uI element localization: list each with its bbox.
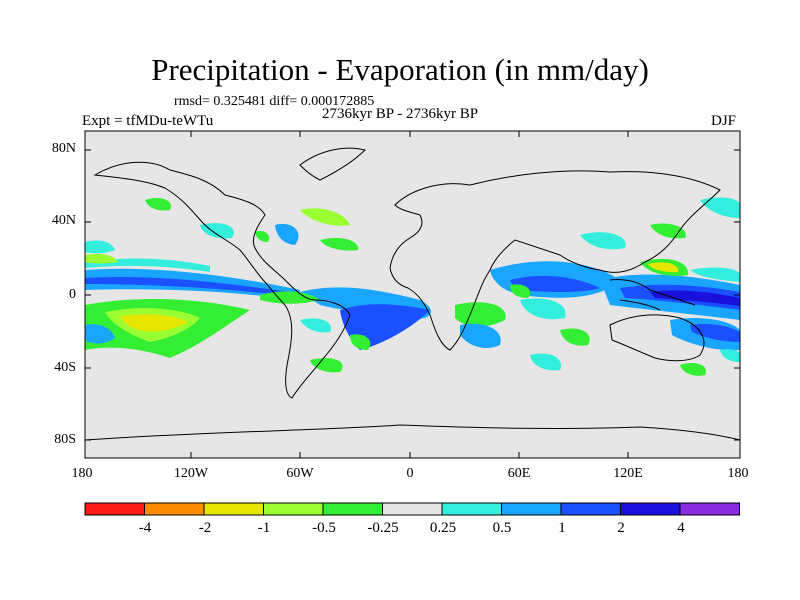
season-label: DJF — [711, 113, 737, 129]
colorbar-label: 4 — [677, 520, 685, 536]
colorbar-label: 0.5 — [492, 520, 512, 536]
afro-eurasia-coastline — [389, 170, 721, 351]
field-south-west-pacific-darkblue — [690, 323, 740, 342]
lat-label-80s: 80S — [54, 432, 76, 447]
field-brazil-cyan — [300, 318, 331, 333]
field-pacific-sw-blue — [85, 324, 115, 344]
field-atlantic-green — [320, 238, 359, 251]
field-north-pacific-green — [145, 198, 171, 211]
field-west-pacific-core — [650, 290, 740, 306]
colorbar-swatch — [560, 502, 621, 516]
field-pacific-north-core — [85, 276, 290, 296]
colorbar-swatch — [144, 502, 205, 516]
lon-label-180w: 180 — [71, 466, 93, 481]
colorbar-label: -4 — [138, 520, 152, 536]
field-madagascar-blue — [460, 323, 501, 349]
anomaly-fields — [85, 197, 740, 376]
field-arabian-sea-green — [510, 284, 531, 298]
colorbar — [84, 502, 740, 516]
field-east-pacific-cyan — [200, 223, 234, 239]
stats-label: rmsd= 0.325481 diff= 0.000172885 — [174, 94, 375, 109]
field-north-west-pacific-cyan — [690, 267, 740, 282]
lat-label-0: 0 — [69, 287, 76, 302]
lat-label-80n: 80N — [51, 141, 76, 156]
field-south-atlantic-green — [350, 334, 371, 350]
colorbar-swatch — [382, 502, 443, 516]
field-pacific-south-yellow — [120, 314, 188, 332]
americas-coastline — [93, 161, 351, 399]
greenland-coastline — [299, 147, 366, 181]
australia-coastline — [609, 314, 705, 362]
colorbar-label: 1 — [558, 520, 566, 536]
field-atlantic-blue — [275, 223, 299, 245]
lon-label-120e: 120E — [613, 466, 643, 481]
coastlines — [84, 147, 741, 441]
field-south-indian-green — [560, 328, 590, 346]
lon-label-180e: 180 — [727, 466, 749, 481]
colorbar-swatch — [84, 502, 145, 516]
colorbar-label: -0.25 — [367, 520, 399, 536]
field-pacific-nw-cyan — [85, 240, 115, 254]
lat-label-40n: 40N — [51, 213, 76, 228]
experiment-label: Expt = tfMDu-teWTu — [82, 113, 214, 129]
colorbar-swatch — [203, 502, 264, 516]
colorbar-label: 2 — [617, 520, 625, 536]
field-indian-core-darkblue — [510, 275, 600, 292]
field-east-asia-cyan — [580, 232, 626, 250]
antarctica-coastline — [84, 424, 741, 441]
field-pacific-nw-green — [85, 253, 118, 264]
colorbar-swatch — [322, 502, 383, 516]
colorbar-swatch — [263, 502, 324, 516]
field-argentina-green — [310, 358, 343, 373]
colorbar-swatch — [679, 502, 740, 516]
field-gulf-green — [255, 230, 270, 242]
field-tasman-green — [680, 363, 706, 376]
colorbar-label: 0.25 — [429, 520, 457, 536]
field-far-south-pacific-cyan — [720, 349, 740, 362]
colorbar-swatch — [620, 502, 681, 516]
colorbar-swatch — [501, 502, 562, 516]
field-south-china-sea-yellow — [648, 262, 679, 273]
axis-ticks — [85, 131, 740, 458]
period-label: 2736kyr BP - 2736kyr BP — [322, 106, 479, 122]
lon-label-60w: 60W — [286, 466, 314, 481]
field-south-indian-cyan — [530, 353, 561, 371]
colorbar-label: -2 — [198, 520, 212, 536]
maritime-continent-coastline — [609, 279, 696, 311]
colorbar-label: -0.5 — [312, 520, 336, 536]
field-north-atlantic-lightgreen — [300, 208, 350, 226]
lat-label-40s: 40S — [54, 360, 76, 375]
lon-label-60e: 60E — [507, 466, 531, 481]
field-central-indian-cyan — [520, 298, 566, 320]
field-north-pacific-east-cyan — [700, 197, 740, 218]
plot-title: Precipitation - Evaporation (in mm/day) — [151, 52, 649, 87]
colorbar-swatch — [441, 502, 502, 516]
lon-label-0: 0 — [406, 466, 414, 481]
colorbar-label: -1 — [257, 520, 271, 536]
lon-label-120w: 120W — [173, 466, 209, 481]
